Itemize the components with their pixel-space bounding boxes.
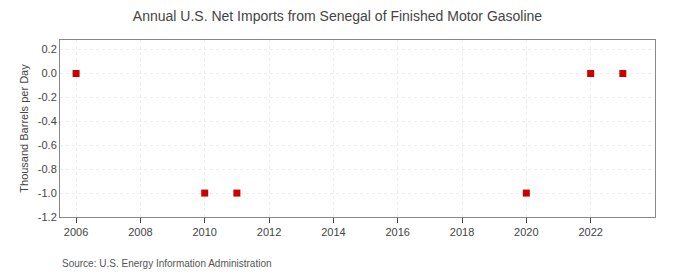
svg-text:2014: 2014 bbox=[321, 226, 345, 238]
svg-text:Thousand Barrels per Day: Thousand Barrels per Day bbox=[18, 64, 30, 193]
svg-text:0.0: 0.0 bbox=[42, 67, 57, 79]
svg-text:Source: U.S. Energy Informatio: Source: U.S. Energy Information Administ… bbox=[62, 258, 272, 269]
svg-text:-0.8: -0.8 bbox=[38, 163, 57, 175]
svg-text:2010: 2010 bbox=[192, 226, 216, 238]
svg-text:2008: 2008 bbox=[128, 226, 152, 238]
svg-text:2016: 2016 bbox=[385, 226, 409, 238]
svg-text:2006: 2006 bbox=[64, 226, 88, 238]
svg-text:2022: 2022 bbox=[578, 226, 602, 238]
svg-text:Annual U.S. Net Imports from S: Annual U.S. Net Imports from Senegal of … bbox=[133, 8, 543, 24]
svg-text:2012: 2012 bbox=[257, 226, 281, 238]
svg-text:-0.6: -0.6 bbox=[38, 139, 57, 151]
svg-text:2018: 2018 bbox=[450, 226, 474, 238]
svg-text:-1.2: -1.2 bbox=[38, 211, 57, 223]
svg-text:2020: 2020 bbox=[514, 226, 538, 238]
svg-text:0.2: 0.2 bbox=[42, 43, 57, 55]
svg-text:-0.4: -0.4 bbox=[38, 115, 57, 127]
svg-text:-0.2: -0.2 bbox=[38, 91, 57, 103]
svg-text:-1.0: -1.0 bbox=[38, 187, 57, 199]
